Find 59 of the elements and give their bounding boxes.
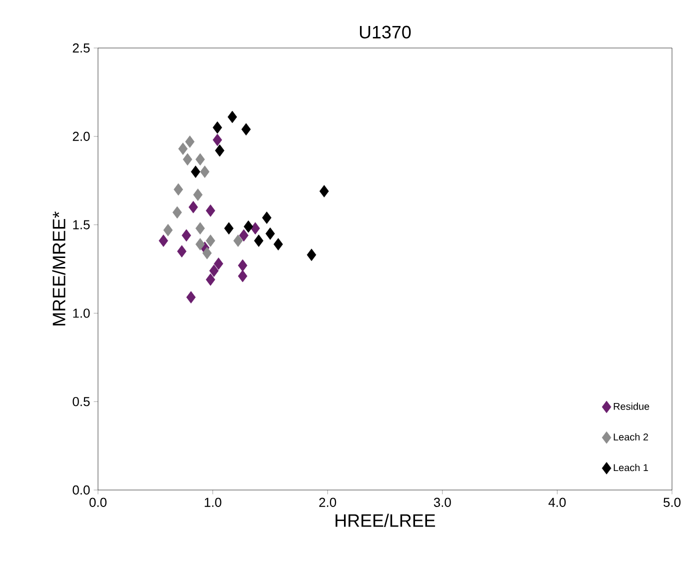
- x-tick-label: 3.0: [434, 498, 451, 507]
- point: [224, 222, 234, 235]
- legend-label: Residue: [614, 402, 650, 410]
- point: [200, 166, 210, 178]
- point: [206, 273, 216, 286]
- point: [174, 183, 184, 196]
- point: [244, 220, 254, 233]
- point: [195, 238, 205, 250]
- point: [182, 153, 192, 166]
- point: [190, 166, 200, 178]
- legend-label: Leach 1: [614, 464, 648, 472]
- point: [254, 234, 264, 247]
- point: [212, 121, 222, 134]
- chart-title: U1370: [360, 26, 411, 38]
- point: [250, 222, 260, 235]
- point: [306, 248, 316, 262]
- point: [233, 234, 243, 247]
- y-tick-label: 0.0: [72, 485, 90, 495]
- x-tick-label: 1.0: [204, 498, 222, 507]
- y-tick-label: 1.0: [73, 308, 90, 318]
- point: [177, 245, 186, 258]
- point: [182, 229, 192, 242]
- point: [178, 142, 188, 155]
- point: [228, 110, 237, 124]
- x-axis-title: HREE/LREE: [336, 514, 436, 527]
- point: [158, 234, 168, 247]
- point: [238, 270, 248, 282]
- point: [238, 259, 248, 272]
- point: [319, 185, 329, 198]
- y-tick-label: 1.5: [73, 220, 90, 230]
- point: [214, 258, 224, 270]
- x-tick-label: 4.0: [548, 498, 566, 507]
- x-tick-label: 5.0: [664, 498, 681, 507]
- point: [241, 123, 251, 136]
- point: [188, 200, 198, 214]
- point: [212, 134, 222, 146]
- point: [206, 234, 216, 247]
- point: [195, 222, 205, 235]
- point: [163, 224, 173, 236]
- y-tick-label: 2.0: [72, 132, 90, 141]
- point: [209, 264, 219, 277]
- point: [185, 136, 195, 148]
- y-tick-label: 2.5: [72, 43, 90, 53]
- point: [202, 246, 212, 260]
- point: [262, 212, 272, 224]
- y-axis-title: MREE/MREE*: [52, 211, 66, 326]
- legend-label: Leach 2: [614, 433, 648, 441]
- point: [215, 144, 224, 157]
- point: [206, 204, 216, 217]
- x-tick-label: 0.0: [89, 498, 106, 507]
- point: [239, 229, 248, 242]
- y-tick-label: 0.5: [72, 397, 90, 406]
- point: [186, 291, 196, 304]
- point: [193, 188, 203, 201]
- point: [195, 153, 205, 166]
- point: [266, 227, 275, 240]
- point: [274, 238, 283, 250]
- point: [172, 206, 182, 219]
- x-tick-label: 2.0: [319, 498, 336, 507]
